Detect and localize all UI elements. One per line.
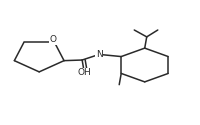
Text: OH: OH (77, 68, 90, 77)
Text: O: O (49, 35, 56, 44)
Text: N: N (95, 50, 102, 59)
